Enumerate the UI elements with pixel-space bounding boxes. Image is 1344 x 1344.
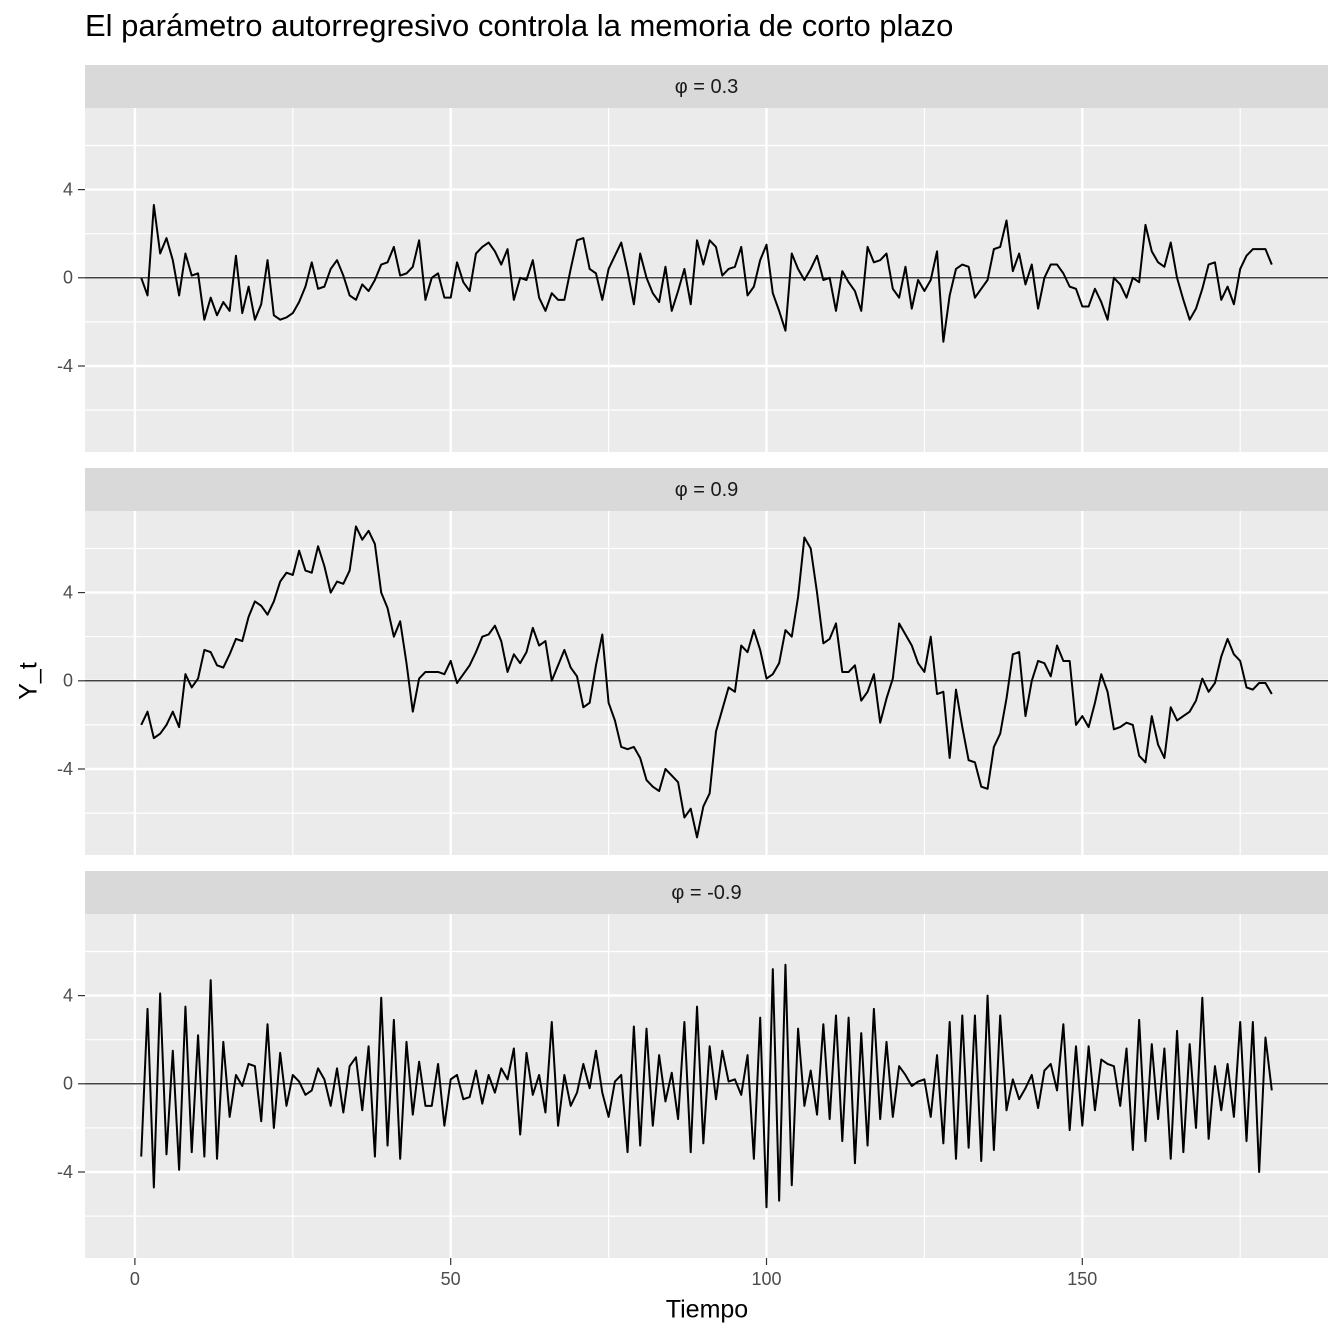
strip bbox=[85, 468, 1328, 511]
x-tick-label: 50 bbox=[441, 1269, 461, 1289]
series-line bbox=[140, 204, 1273, 343]
strip bbox=[85, 65, 1328, 108]
strip-label: φ = 0.9 bbox=[675, 479, 739, 501]
panel bbox=[85, 511, 1328, 855]
y-tick-label: 0 bbox=[63, 268, 73, 288]
y-tick-label: 0 bbox=[63, 1074, 73, 1094]
panel bbox=[85, 108, 1328, 452]
y-tick-label: 4 bbox=[63, 985, 73, 1005]
series-line bbox=[140, 963, 1273, 1209]
x-axis-label: Tiempo bbox=[666, 1296, 748, 1324]
strip bbox=[85, 871, 1328, 914]
y-tick-label: -4 bbox=[57, 1162, 73, 1182]
y-tick-label: -4 bbox=[57, 356, 73, 376]
x-tick-label: 100 bbox=[751, 1269, 781, 1289]
y-tick-label: 0 bbox=[63, 671, 73, 691]
y-tick-label: 4 bbox=[63, 179, 73, 199]
strip-label: φ = 0.3 bbox=[675, 76, 739, 98]
series-line bbox=[140, 525, 1273, 839]
x-tick-label: 0 bbox=[130, 1269, 140, 1289]
y-axis-label: Y_t bbox=[15, 662, 43, 700]
strip-label: φ = -0.9 bbox=[671, 882, 741, 904]
y-tick-label: -4 bbox=[57, 759, 73, 779]
chart-title: El parámetro autorregresivo controla la … bbox=[85, 8, 953, 43]
x-tick-label: 150 bbox=[1067, 1269, 1097, 1289]
y-tick-label: 4 bbox=[63, 582, 73, 602]
